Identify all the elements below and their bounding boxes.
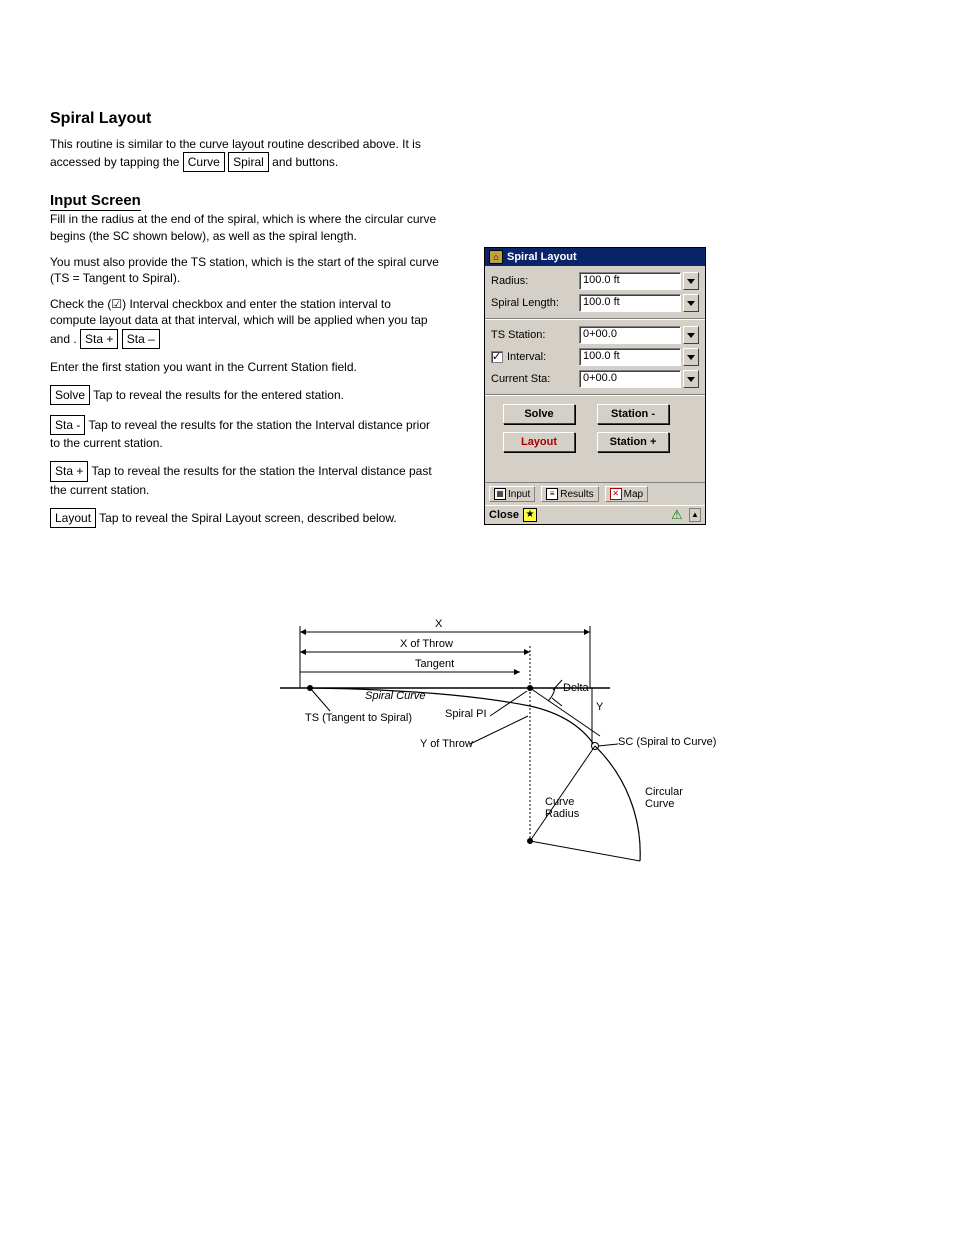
map-tab-icon: ✕ <box>610 488 622 500</box>
dialog-titlebar: ⌂ Spiral Layout <box>485 248 705 266</box>
radius-input[interactable]: 100.0 ft <box>579 272 681 290</box>
tab-results[interactable]: ≡ Results <box>541 486 598 502</box>
close-button[interactable]: Close <box>489 509 519 521</box>
current-sta-dropdown[interactable] <box>683 370 699 388</box>
ts-station-input[interactable]: 0+00.0 <box>579 326 681 344</box>
spiral-length-input[interactable]: 100.0 ft <box>579 294 681 312</box>
solve-button[interactable]: Solve <box>503 404 575 424</box>
star-icon[interactable]: ★ <box>523 508 537 522</box>
label-curve-radius: CurveRadius <box>545 796 579 820</box>
desc-2: You must also provide the TS station, wh… <box>50 254 440 286</box>
warning-icon[interactable]: ⚠ <box>671 508 685 522</box>
current-sta-label: Current Sta: <box>491 373 579 385</box>
input-screen-heading: Input Screen <box>50 192 141 211</box>
up-arrow-icon[interactable]: ▲ <box>689 508 701 522</box>
desc-5: Solve Tap to reveal the results for the … <box>50 385 440 405</box>
label-ts: TS (Tangent to Spiral) <box>305 712 412 724</box>
sta-plus-button-2[interactable]: Sta + <box>50 461 88 481</box>
desc-7: Sta + Tap to reveal the results for the … <box>50 461 440 497</box>
label-y-throw: Y of Throw <box>420 738 473 750</box>
layout-button[interactable]: Layout <box>503 432 575 452</box>
station-minus-button[interactable]: Station - <box>597 404 669 424</box>
radius-dropdown[interactable] <box>683 272 699 290</box>
station-plus-button[interactable]: Station + <box>597 432 669 452</box>
radius-label: Radius: <box>491 275 579 287</box>
status-bar: Close ★ ⚠ ▲ <box>485 505 705 524</box>
label-spiral-pi: Spiral PI <box>445 708 487 720</box>
desc-8: Layout Tap to reveal the Spiral Layout s… <box>50 508 440 528</box>
ts-station-label: TS Station: <box>491 329 579 341</box>
current-sta-input[interactable]: 0+00.0 <box>579 370 681 388</box>
sta-plus-button[interactable]: Sta + <box>80 329 118 349</box>
label-x-throw: X of Throw <box>400 638 453 650</box>
tab-map[interactable]: ✕ Map <box>605 486 648 502</box>
desc-4: Enter the first station you want in the … <box>50 359 440 375</box>
desc-1: Fill in the radius at the end of the spi… <box>50 211 440 243</box>
label-delta: Delta <box>563 682 589 694</box>
sta-minus-button-2[interactable]: Sta - <box>50 415 85 435</box>
app-icon: ⌂ <box>489 250 503 264</box>
label-sc: SC (Spiral to Curve) <box>618 736 716 748</box>
label-x: X <box>435 618 442 630</box>
tab-bar: ▦ Input ≡ Results ✕ Map <box>485 482 705 505</box>
solve-button-inline[interactable]: Solve <box>50 385 90 405</box>
label-tangent: Tangent <box>415 658 454 670</box>
spiral-geometry-diagram: X X of Throw Tangent Spiral Curve Spiral… <box>270 616 730 906</box>
interval-dropdown[interactable] <box>683 348 699 366</box>
interval-input[interactable]: 100.0 ft <box>579 348 681 366</box>
spiral-length-label: Spiral Length: <box>491 297 579 309</box>
interval-label: Interval: <box>507 351 579 363</box>
label-circular-curve: CircularCurve <box>645 786 683 810</box>
label-y: Y <box>596 701 603 713</box>
section-heading: Spiral Layout <box>50 110 904 128</box>
intro-text: This routine is similar to the curve lay… <box>50 136 440 172</box>
ts-station-dropdown[interactable] <box>683 326 699 344</box>
results-tab-icon: ≡ <box>546 488 558 500</box>
layout-button-inline[interactable]: Layout <box>50 508 96 528</box>
tab-input[interactable]: ▦ Input <box>489 486 535 502</box>
sta-minus-button[interactable]: Sta – <box>122 329 160 349</box>
input-tab-icon: ▦ <box>494 488 506 500</box>
interval-checkbox[interactable] <box>491 351 503 363</box>
dialog-title: Spiral Layout <box>507 251 577 263</box>
spiral-layout-dialog: ⌂ Spiral Layout Radius: 100.0 ft Spiral … <box>484 247 706 525</box>
desc-3: Check the (☑) Interval checkbox and ente… <box>50 296 440 349</box>
desc-6: Sta - Tap to reveal the results for the … <box>50 415 440 451</box>
spiral-length-dropdown[interactable] <box>683 294 699 312</box>
spiral-button[interactable]: Spiral <box>228 152 269 172</box>
label-spiral-curve: Spiral Curve <box>365 690 426 702</box>
curve-button[interactable]: Curve <box>183 152 225 172</box>
